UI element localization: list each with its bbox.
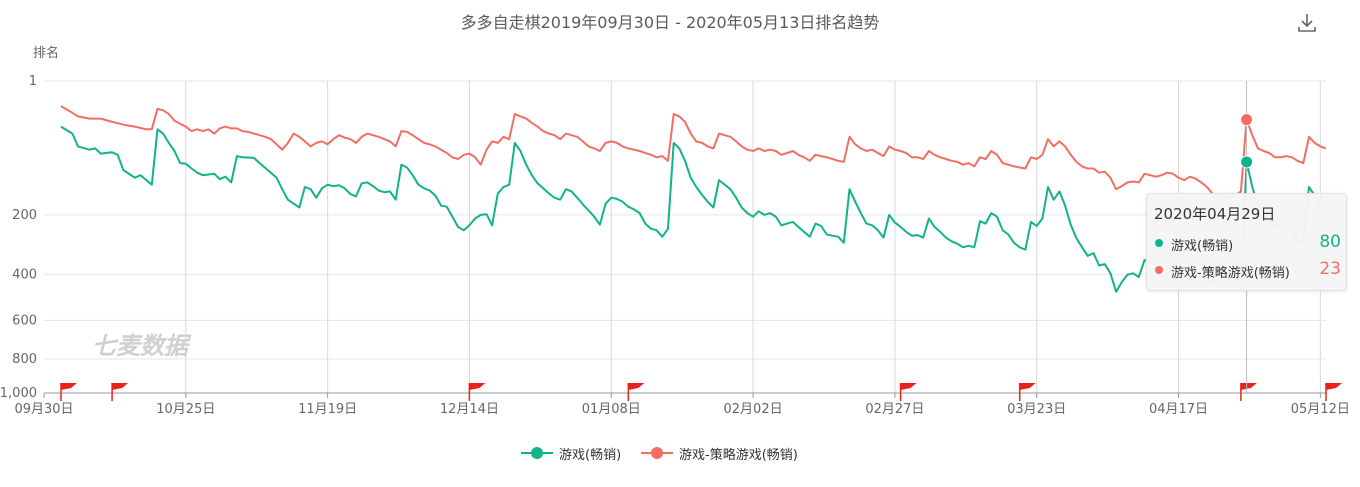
red-flag-icon[interactable] xyxy=(899,383,917,401)
x-tick-label: 05月12日 xyxy=(1291,402,1350,417)
red-flag-icon[interactable] xyxy=(60,383,77,401)
y-tick-label: 1 xyxy=(29,74,37,89)
red-flag-icon[interactable] xyxy=(1018,383,1036,401)
tooltip-row-strategy: 游戏-策略游戏(畅销) 23 xyxy=(1155,259,1341,281)
tooltip-series-name: 游戏-策略游戏(畅销) xyxy=(1171,266,1290,281)
y-tick-label: 800 xyxy=(12,352,37,367)
download-icon[interactable] xyxy=(1296,12,1318,34)
red-flag-icon[interactable] xyxy=(1325,383,1342,401)
series-line-game[interactable] xyxy=(60,125,1327,293)
x-tick-label: 12月14日 xyxy=(440,402,499,417)
tooltip-series-value: 23 xyxy=(1319,259,1341,279)
legend-label: 游戏-策略游戏(畅销) xyxy=(679,448,798,463)
y-tick-label: 200 xyxy=(12,208,37,223)
tooltip-panel: 2020年04月29日 游戏(畅销) 80 游戏-策略游戏(畅销) 23 xyxy=(1146,193,1347,291)
x-tick-label: 11月19日 xyxy=(298,402,357,417)
y-axis-label: 排名 xyxy=(33,45,59,61)
x-tick-label: 09月30日 xyxy=(14,402,73,417)
x-tick-label: 04月17日 xyxy=(1149,402,1208,417)
tooltip-series-value: 80 xyxy=(1319,232,1341,252)
legend-label: 游戏(畅销) xyxy=(559,448,622,463)
tooltip-date: 2020年04月29日 xyxy=(1154,205,1276,223)
watermark-text: 七麦数据 xyxy=(92,332,192,360)
series-dot-icon xyxy=(1155,266,1163,274)
red-flag-icon[interactable] xyxy=(1240,383,1257,401)
x-tick-label: 01月08日 xyxy=(582,402,641,417)
x-tick-label: 03月23日 xyxy=(1007,402,1066,417)
x-tick-label: 02月02日 xyxy=(724,402,783,417)
tooltip-row-game: 游戏(畅销) 80 xyxy=(1155,232,1341,254)
series-line-strategy[interactable] xyxy=(60,105,1327,201)
hover-point xyxy=(1240,155,1254,169)
tooltip-series-name: 游戏(畅销) xyxy=(1171,239,1234,254)
legend-line-icon xyxy=(641,447,673,459)
chart-title: 多多自走棋2019年09月30日 - 2020年05月13日排名趋势 xyxy=(460,13,880,32)
x-tick-label: 02月27日 xyxy=(865,402,924,417)
y-tick-label: 1,000 xyxy=(0,386,37,401)
red-flag-icon[interactable] xyxy=(468,383,486,401)
y-tick-label: 400 xyxy=(12,268,37,283)
hover-point xyxy=(1240,113,1254,127)
red-flag-icon[interactable] xyxy=(627,383,645,401)
legend-line-icon xyxy=(521,447,553,459)
red-flag-icon[interactable] xyxy=(111,383,129,401)
x-tick-label: 10月25日 xyxy=(156,402,215,417)
series-dot-icon xyxy=(1155,239,1163,247)
y-tick-label: 600 xyxy=(12,313,37,328)
